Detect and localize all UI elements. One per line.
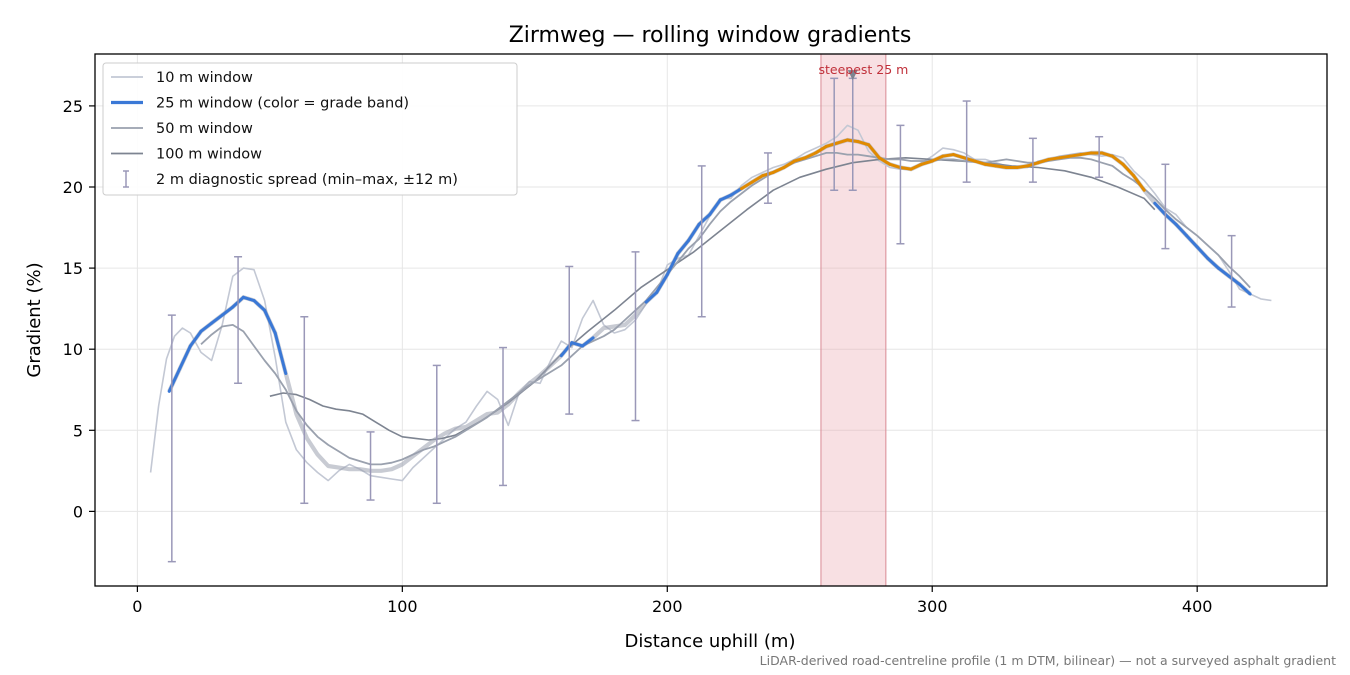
series-w25-segment [1036,157,1051,165]
series-w25-segment [241,295,256,303]
series-w25-segment [1216,266,1231,278]
series-w25-segment [1163,213,1178,226]
x-tick-label: 100 [387,597,418,616]
y-tick-label: 5 [73,421,83,440]
series-w25-segment [1174,222,1189,238]
series-w25-segment [665,252,680,277]
series-w25-segment [570,341,585,348]
series-layer [149,124,1272,482]
series-w25-segment [1227,274,1242,286]
series-w25-segment [1185,234,1199,249]
series-w25-segment [1153,201,1167,217]
series-w25-segment [252,299,267,312]
series-w25-segment [983,162,998,168]
series-w25-segment [856,140,871,147]
series-w25-segment [930,154,945,163]
series-w25-segment [273,331,288,376]
series-w25-segment [888,162,902,170]
series-w25-segment [686,222,701,243]
series-w25-segment [994,164,1008,170]
series-w25-segment [941,153,955,158]
series-w25-segment [867,143,881,160]
series-w25-segment [559,341,574,358]
series-w25-segment [178,344,192,371]
series-w25-segment [1079,151,1093,157]
series-w25-segment [951,153,966,160]
series-w25-segment [1057,154,1072,160]
x-tick-label: 400 [1182,597,1213,616]
y-tick-label: 10 [63,340,83,359]
series-w25-segment [973,159,987,166]
series-w25-segment [220,305,235,317]
series-w25-segment [210,313,224,325]
series-w25-segment [898,166,913,171]
x-tick-label: 0 [132,597,142,616]
y-tick-label: 0 [73,502,83,521]
series-w25-segment [1110,154,1125,166]
series-w25-segment [771,166,786,174]
errorbars [167,70,1236,563]
series-w25-segment [188,329,203,348]
series-w25-segment [167,367,182,393]
series-w25-segment [1068,153,1083,158]
series-w25-segment [739,180,754,191]
series-w25-segment [1238,282,1252,296]
legend-label-w50: 50 m window [156,121,253,137]
legend: 10 m window 25 m window (color = grade ba… [102,62,518,196]
legend-label-w100: 100 m window [156,147,262,163]
footnote: LiDAR-derived road-centreline profile (1… [760,653,1336,668]
series-w25-segment [697,213,712,226]
series-w25-segment [920,159,934,166]
chart-title: Zirmweg — rolling window gradients [509,23,912,48]
series-w25-segment [676,239,690,255]
series-w25-segment [803,151,818,160]
y-tick-label: 20 [63,178,83,197]
legend-label-w25: 25 m window (color = grade band) [156,96,409,112]
legend-label-err: 2 m diagnostic spread (min–max, ±12 m) [156,172,458,188]
series-w25-segment [909,162,924,171]
series-w25-segment [263,308,277,335]
series-w25-segment [1132,174,1146,192]
axes: 0 100 200 300 400 0 5 10 15 20 25 [63,53,1328,616]
series-w25-segment [655,273,669,294]
series-w25-segment [1195,245,1210,260]
series-w25-segment [835,138,849,145]
series-w25-segment [1047,156,1061,161]
series-w25-segment [708,198,722,217]
series-w25-segment [750,174,765,184]
legend-box [102,62,518,196]
series-w25-segment [1121,162,1136,178]
series-w25-segment [718,193,733,202]
peak-marker [847,70,858,81]
y-tick-label: 25 [63,97,83,116]
plot-frame [94,53,1328,587]
series-w25-segment [814,144,828,155]
legend-label-w10: 10 m window [156,70,253,86]
series-w25-segment [199,321,214,333]
x-axis-label: Distance uphill (m) [625,631,796,652]
series-w25-segment [792,156,807,163]
steepest-label: steepest 25 m [818,62,908,77]
series-w25-segment [824,141,839,148]
series-w25-segment [1015,164,1030,170]
y-axis-label: Gradient (%) [24,262,45,377]
series-w25-segment [962,156,977,163]
x-tick-label: 300 [917,597,948,616]
series-w25-segment [782,159,796,170]
series-w25-segment [1206,256,1220,270]
y-tick-label: 15 [63,259,83,278]
series-w25-segment [729,187,743,197]
series-w25-segment [877,156,892,166]
x-tick-label: 200 [652,597,683,616]
series-w25-segment [644,290,659,304]
series-w50 [200,152,1251,466]
series-w25-segment [581,336,595,348]
series-w25-segment [1100,151,1114,158]
